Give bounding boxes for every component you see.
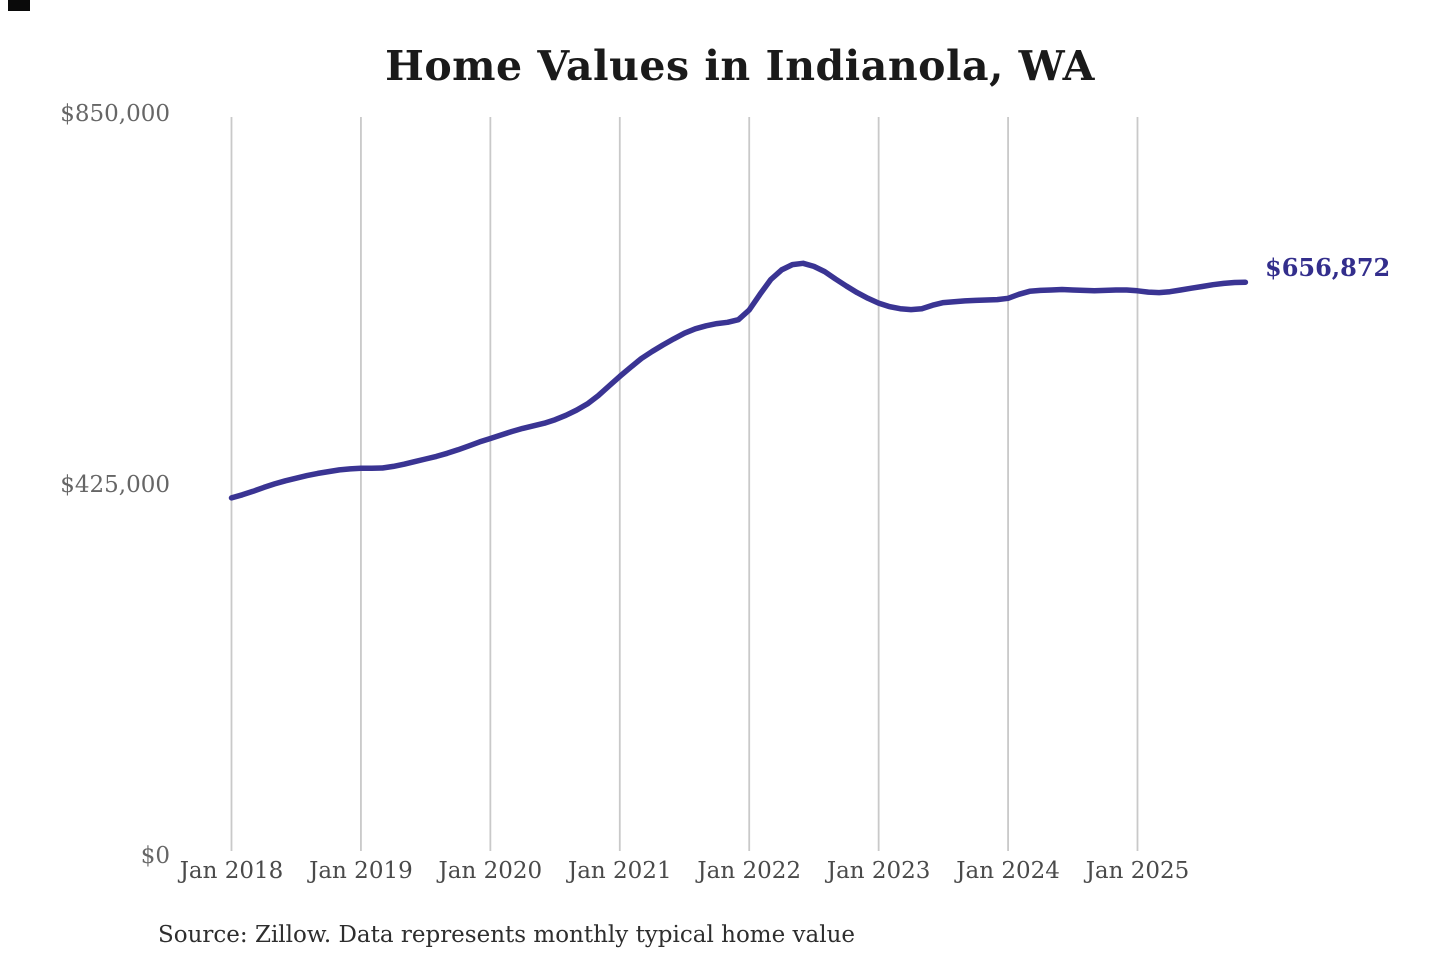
y-tick-label: $0 xyxy=(140,843,170,869)
y-tick-label: $850,000 xyxy=(60,100,170,127)
x-tick-label: Jan 2024 xyxy=(956,858,1060,884)
y-tick-label: $425,000 xyxy=(60,471,170,498)
x-tick-label: Jan 2023 xyxy=(826,858,931,884)
home-value-line xyxy=(228,260,1249,501)
x-tick-label: Jan 2019 xyxy=(309,858,413,884)
corner-artifact xyxy=(8,0,30,11)
chart-title: Home Values in Indianola, WA xyxy=(385,42,1095,90)
x-tick-label: Jan 2020 xyxy=(438,858,543,884)
x-tick-label: Jan 2025 xyxy=(1085,858,1190,884)
x-tick-label: Jan 2021 xyxy=(567,858,672,884)
x-tick-label: Jan 2022 xyxy=(697,858,801,884)
source-note: Source: Zillow. Data represents monthly … xyxy=(158,922,856,948)
x-tick-label: Jan 2018 xyxy=(179,858,284,884)
latest-value-label: $656,872 xyxy=(1265,253,1391,282)
